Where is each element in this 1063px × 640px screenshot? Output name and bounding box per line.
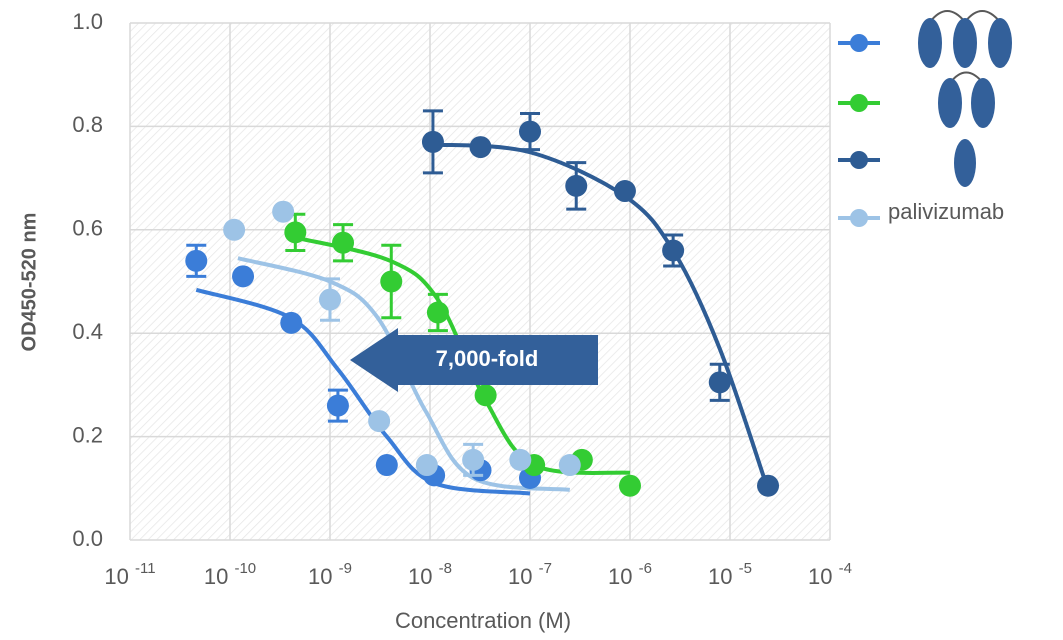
y-axis-title: OD450-520 nm xyxy=(18,213,40,352)
point xyxy=(614,180,636,202)
point xyxy=(757,475,779,497)
point xyxy=(185,250,207,272)
x-axis-title: Concentration (M) xyxy=(395,608,571,633)
legend-marker xyxy=(850,94,868,112)
legend-marker xyxy=(850,34,868,52)
point xyxy=(519,121,541,143)
point xyxy=(422,131,444,153)
point xyxy=(319,289,341,311)
point xyxy=(327,395,349,417)
point xyxy=(223,219,245,241)
point xyxy=(470,136,492,158)
legend-marker xyxy=(850,151,868,169)
point xyxy=(427,302,449,324)
y-tick-label: 1.0 xyxy=(72,9,103,34)
point xyxy=(284,221,306,243)
point xyxy=(416,454,438,476)
point xyxy=(380,271,402,293)
point xyxy=(509,449,531,471)
x-tick-label: 10 -6 xyxy=(608,560,652,589)
point xyxy=(332,232,354,254)
point xyxy=(280,312,302,334)
y-tick-label: 0.8 xyxy=(72,112,103,137)
y-tick-label: 0.2 xyxy=(72,422,103,447)
x-tick-label: 10 -9 xyxy=(308,560,352,589)
chart: 7,000-fold Concentration (M) OD450-520 n… xyxy=(0,0,1063,640)
x-tick-label: 10 -10 xyxy=(204,560,256,589)
point xyxy=(559,454,581,476)
x-tick-label: 10 -4 xyxy=(808,560,852,589)
point xyxy=(462,449,484,471)
point xyxy=(368,410,390,432)
point xyxy=(272,201,294,223)
legend-marker xyxy=(850,209,868,227)
point xyxy=(662,239,684,261)
point xyxy=(619,475,641,497)
x-tick-label: 10 -11 xyxy=(104,560,155,589)
point xyxy=(475,384,497,406)
x-tick-label: 10 -7 xyxy=(508,560,552,589)
point xyxy=(376,454,398,476)
x-tick-label: 10 -5 xyxy=(708,560,752,589)
point xyxy=(565,175,587,197)
legend-icons xyxy=(918,11,1012,187)
legend-label: palivizumab xyxy=(888,199,1004,224)
annotation-arrow: 7,000-fold xyxy=(350,328,598,392)
point xyxy=(709,371,731,393)
point xyxy=(232,265,254,287)
y-tick-label: 0.0 xyxy=(72,526,103,551)
x-tick-label: 10 -8 xyxy=(408,560,452,589)
y-tick-label: 0.4 xyxy=(72,319,103,344)
annotation: 7,000-fold xyxy=(436,346,539,371)
y-tick-label: 0.6 xyxy=(72,216,103,241)
